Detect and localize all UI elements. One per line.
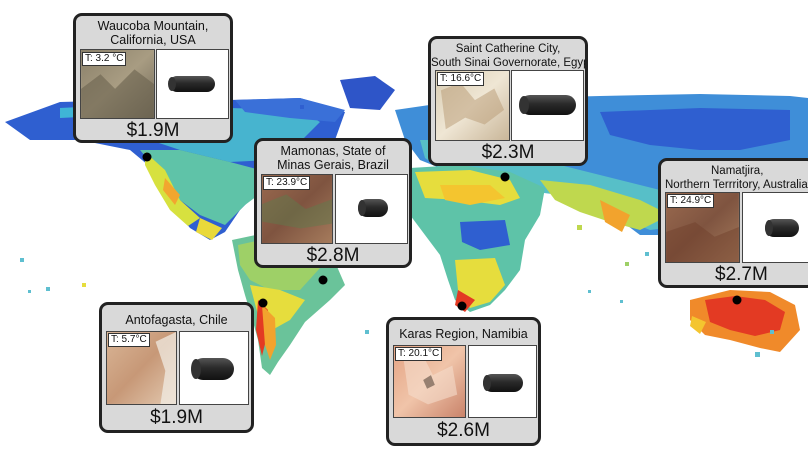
temperature-label: T: 16.6°C (437, 72, 485, 86)
location-card[interactable]: Karas Region, Namibia T: 20.1°C $2.6M (386, 317, 541, 446)
cylinder-icon (191, 358, 234, 380)
location-card[interactable]: Waucoba Mountain, California, USA T: 3.2… (73, 13, 233, 143)
cylinder-icon (358, 199, 388, 217)
location-card[interactable]: Namatjira, Northern Terrritory, Australi… (658, 158, 808, 288)
location-title: Waucoba Mountain, California, USA (97, 19, 209, 47)
cylinder-panel (179, 331, 249, 405)
scattered-islands (20, 105, 774, 357)
cylinder-icon (168, 76, 215, 92)
price-label: $2.3M (481, 142, 535, 163)
temperature-label: T: 24.9°C (667, 194, 715, 208)
africa (402, 165, 545, 312)
price-label: $2.6M (437, 420, 490, 441)
cylinder-panel (335, 174, 408, 244)
location-title: Saint Catherine City, South Sinai Govern… (431, 43, 588, 69)
marker-karas[interactable] (457, 301, 467, 311)
price-label: $2.7M (715, 264, 768, 285)
marker-mamonas[interactable] (318, 275, 328, 285)
cylinder-icon (765, 219, 799, 237)
australia (690, 290, 800, 352)
temperature-label: T: 23.9°C (263, 176, 311, 190)
marker-namatjira[interactable] (732, 295, 742, 305)
cylinder-panel (742, 192, 808, 263)
price-label: $2.8M (306, 245, 360, 266)
cylinder-panel (468, 345, 537, 418)
location-card[interactable]: Saint Catherine City, South Sinai Govern… (428, 36, 588, 166)
marker-saint-catherine[interactable] (500, 172, 510, 182)
location-title: Mamonas, State of Minas Gerais, Brazil (277, 144, 389, 172)
price-label: $1.9M (150, 407, 203, 428)
location-card[interactable]: Mamonas, State of Minas Gerais, Brazil T… (254, 138, 412, 268)
location-card[interactable]: Antofagasta, Chile T: 5.7°C $1.9M (99, 302, 254, 433)
location-title: Namatjira, Northern Terrritory, Australi… (665, 165, 808, 191)
temperature-label: T: 5.7°C (108, 333, 150, 347)
location-title: Karas Region, Namibia (399, 327, 528, 341)
cylinder-icon (519, 95, 576, 115)
price-label: $1.9M (126, 120, 180, 141)
location-title: Antofagasta, Chile (125, 313, 228, 327)
cylinder-panel (511, 70, 584, 141)
cylinder-icon (483, 374, 523, 392)
cylinder-panel (156, 49, 229, 119)
marker-waucoba[interactable] (142, 152, 152, 162)
temperature-label: T: 3.2 °C (82, 52, 127, 66)
temperature-label: T: 20.1°C (395, 347, 443, 361)
marker-antofagasta[interactable] (258, 298, 268, 308)
